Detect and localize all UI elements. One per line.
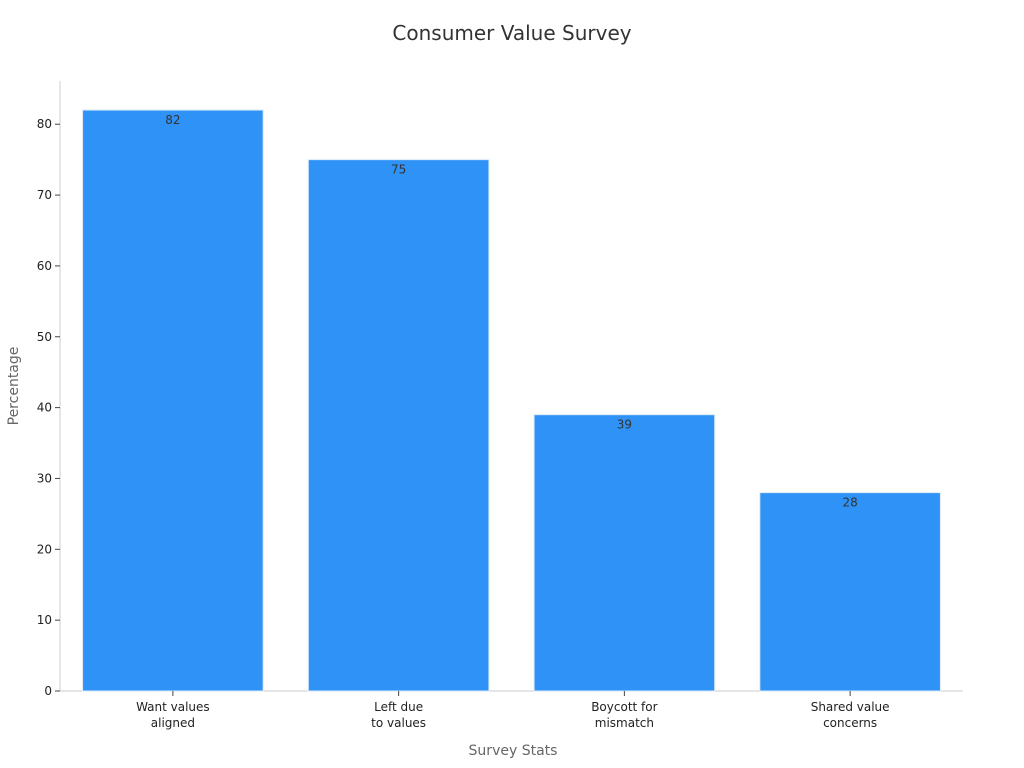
- bar: [533, 414, 716, 692]
- x-tick-label-line: concerns: [823, 716, 877, 730]
- y-tick-label: 30: [37, 471, 52, 485]
- x-tick-label: Left due to values: [371, 700, 426, 730]
- y-tick-label: 50: [37, 330, 52, 344]
- bar: [82, 109, 264, 692]
- plot-area: 0 10 20 30 40 50 60 70 80 82 Want values aligned 75 L…: [37, 81, 963, 730]
- x-axis-title: Survey Stats: [469, 743, 558, 759]
- y-tick-label: 10: [37, 613, 52, 627]
- y-tick-label: 70: [37, 188, 52, 202]
- y-axis-title: Percentage: [6, 347, 22, 426]
- x-tick-label-line: mismatch: [595, 716, 654, 730]
- x-tick-label-line: Left due: [374, 700, 423, 714]
- bar: [307, 159, 490, 692]
- bar: [759, 492, 941, 692]
- x-tick-label-line: to values: [371, 716, 426, 730]
- bar-value-label: 82: [165, 113, 180, 127]
- y-tick-label: 40: [37, 401, 52, 415]
- x-tick-label-line: Shared value: [811, 700, 890, 714]
- x-tick-label-line: Want values: [136, 700, 210, 714]
- x-tick-label: Want values aligned: [136, 700, 210, 730]
- x-tick-label: Shared value concerns: [811, 700, 890, 730]
- x-tick-label-line: aligned: [151, 716, 195, 730]
- bar-value-label: 39: [617, 418, 632, 432]
- y-tick-label: 80: [37, 117, 52, 131]
- x-tick-label-line: Boycott for: [591, 700, 657, 714]
- bar-value-label: 75: [391, 163, 406, 177]
- y-tick-label: 0: [44, 684, 52, 698]
- x-tick-label: Boycott for mismatch: [591, 700, 657, 730]
- y-tick-label: 60: [37, 259, 52, 273]
- chart-title: Consumer Value Survey: [392, 21, 631, 45]
- bar-value-label: 28: [842, 496, 857, 510]
- y-tick-label: 20: [37, 542, 52, 556]
